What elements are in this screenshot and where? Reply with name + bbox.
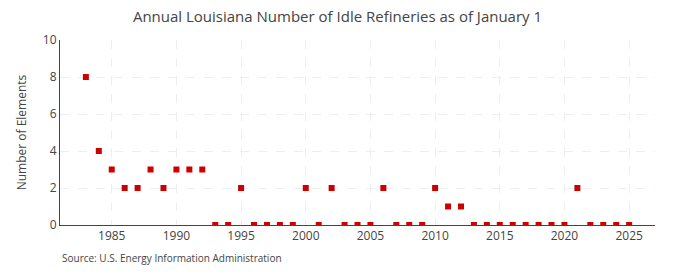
- svg-text:Annual Louisiana Number of Idl: Annual Louisiana Number of Idle Refineri…: [133, 6, 542, 26]
- svg-text:2025: 2025: [615, 227, 643, 244]
- svg-text:2000: 2000: [292, 227, 320, 244]
- svg-text:1990: 1990: [163, 227, 191, 244]
- svg-text:4: 4: [50, 142, 57, 159]
- svg-text:Source: U.S. Energy Informatio: Source: U.S. Energy Information Administ…: [62, 251, 282, 265]
- svg-text:1995: 1995: [227, 227, 255, 244]
- svg-text:Number of Elements: Number of Elements: [13, 74, 30, 190]
- svg-text:10: 10: [43, 31, 57, 48]
- svg-text:0: 0: [50, 216, 57, 233]
- svg-text:1985: 1985: [98, 227, 126, 244]
- svg-text:2: 2: [50, 179, 57, 196]
- svg-text:2010: 2010: [421, 227, 449, 244]
- svg-text:2015: 2015: [486, 227, 514, 244]
- svg-text:8: 8: [50, 68, 57, 85]
- svg-text:6: 6: [50, 105, 57, 122]
- svg-text:2005: 2005: [357, 227, 385, 244]
- svg-text:2020: 2020: [551, 227, 579, 244]
